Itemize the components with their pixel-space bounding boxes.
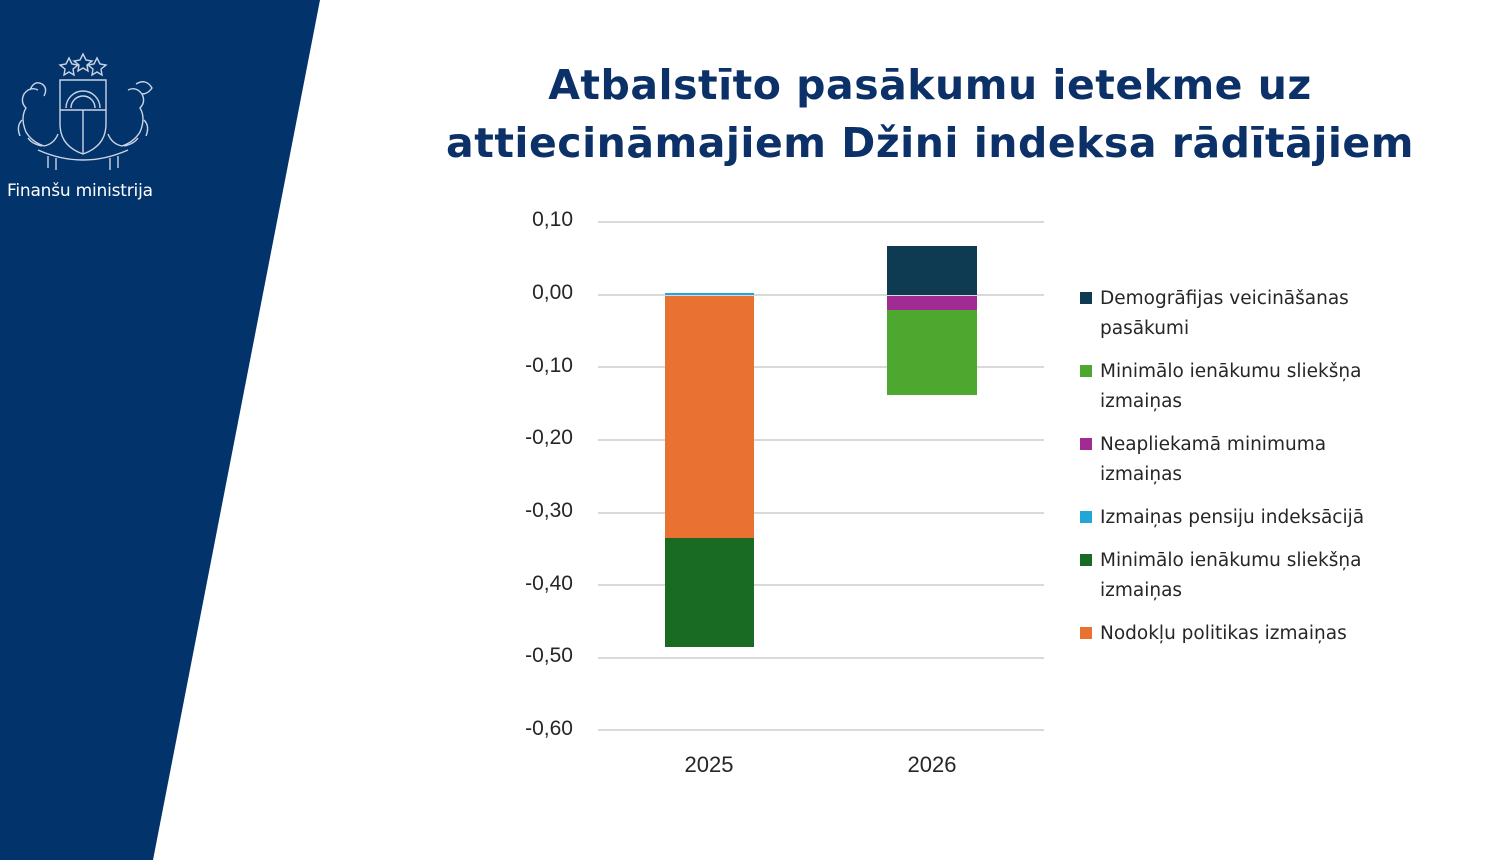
legend-item: Neapliekamā minimuma izmaiņas [1080, 430, 1380, 490]
legend-label: Nodokļu politikas izmaiņas [1100, 623, 1347, 644]
chart-legend: Demogrāfijas veicināšanas pasākumi Minim… [1080, 284, 1380, 662]
legend-swatch [1080, 365, 1092, 377]
y-tick-label: -0,20 [525, 426, 573, 449]
legend-label: Demogrāfijas veicināšanas pasākumi [1100, 288, 1349, 339]
y-tick-label: -0,60 [525, 717, 573, 740]
legend-label: Minimālo ienākumu sliekšņa izmaiņas [1100, 550, 1362, 601]
legend-item: Minimālo ienākumu sliekšņa izmaiņas [1080, 357, 1380, 417]
gridline [598, 657, 1044, 659]
bar-2026-demography [887, 246, 977, 295]
y-tick-label: -0,50 [525, 644, 573, 667]
legend-swatch [1080, 292, 1092, 304]
legend-swatch [1080, 554, 1092, 566]
gridline [598, 294, 1044, 296]
legend-label: Neapliekamā minimuma izmaiņas [1100, 434, 1327, 485]
legend-label: Minimālo ienākumu sliekšņa izmaiņas [1100, 361, 1362, 412]
gridline [598, 439, 1044, 441]
title-line-2: attiecināmajiem Džini indeksa rādītājiem [446, 119, 1414, 167]
bar-2025-tax-policy [665, 296, 754, 538]
page-title: Atbalstīto pasākumu ietekme uz attiecinā… [380, 56, 1480, 172]
legend-item: Minimālo ienākumu sliekšņa izmaiņas [1080, 546, 1380, 606]
legend-item: Nodokļu politikas izmaiņas [1080, 619, 1380, 649]
y-tick-label: 0,00 [532, 281, 573, 304]
gridline [598, 729, 1044, 731]
y-tick-label: -0,40 [525, 572, 573, 595]
x-tick-label: 2025 [684, 752, 734, 777]
y-tick-label: -0,30 [525, 499, 573, 522]
y-tick-label: 0,10 [532, 208, 573, 231]
title-line-1: Atbalstīto pasākumu ietekme uz [548, 61, 1312, 109]
bar-2025-pension-indexation [665, 293, 754, 295]
gridline [598, 366, 1044, 368]
legend-swatch [1080, 627, 1092, 639]
bar-2026-non-taxable-minimum [887, 296, 977, 310]
x-tick-label: 2026 [907, 752, 957, 777]
bar-2025-min-income-threshold [665, 538, 754, 647]
bar-2026-min-income-threshold [887, 310, 977, 395]
gridline [598, 512, 1044, 514]
ministry-name: Finanšu ministrija [7, 181, 153, 201]
legend-label: Izmaiņas pensiju indeksācijā [1100, 507, 1365, 528]
y-tick-label: -0,10 [525, 354, 573, 377]
gridline [598, 221, 1044, 223]
latvia-coat-of-arms-icon [17, 52, 153, 170]
legend-swatch [1080, 511, 1092, 523]
legend-item: Demogrāfijas veicināšanas pasākumi [1080, 284, 1380, 344]
legend-item: Izmaiņas pensiju indeksācijā [1080, 503, 1380, 533]
legend-swatch [1080, 438, 1092, 450]
gridline [598, 584, 1044, 586]
